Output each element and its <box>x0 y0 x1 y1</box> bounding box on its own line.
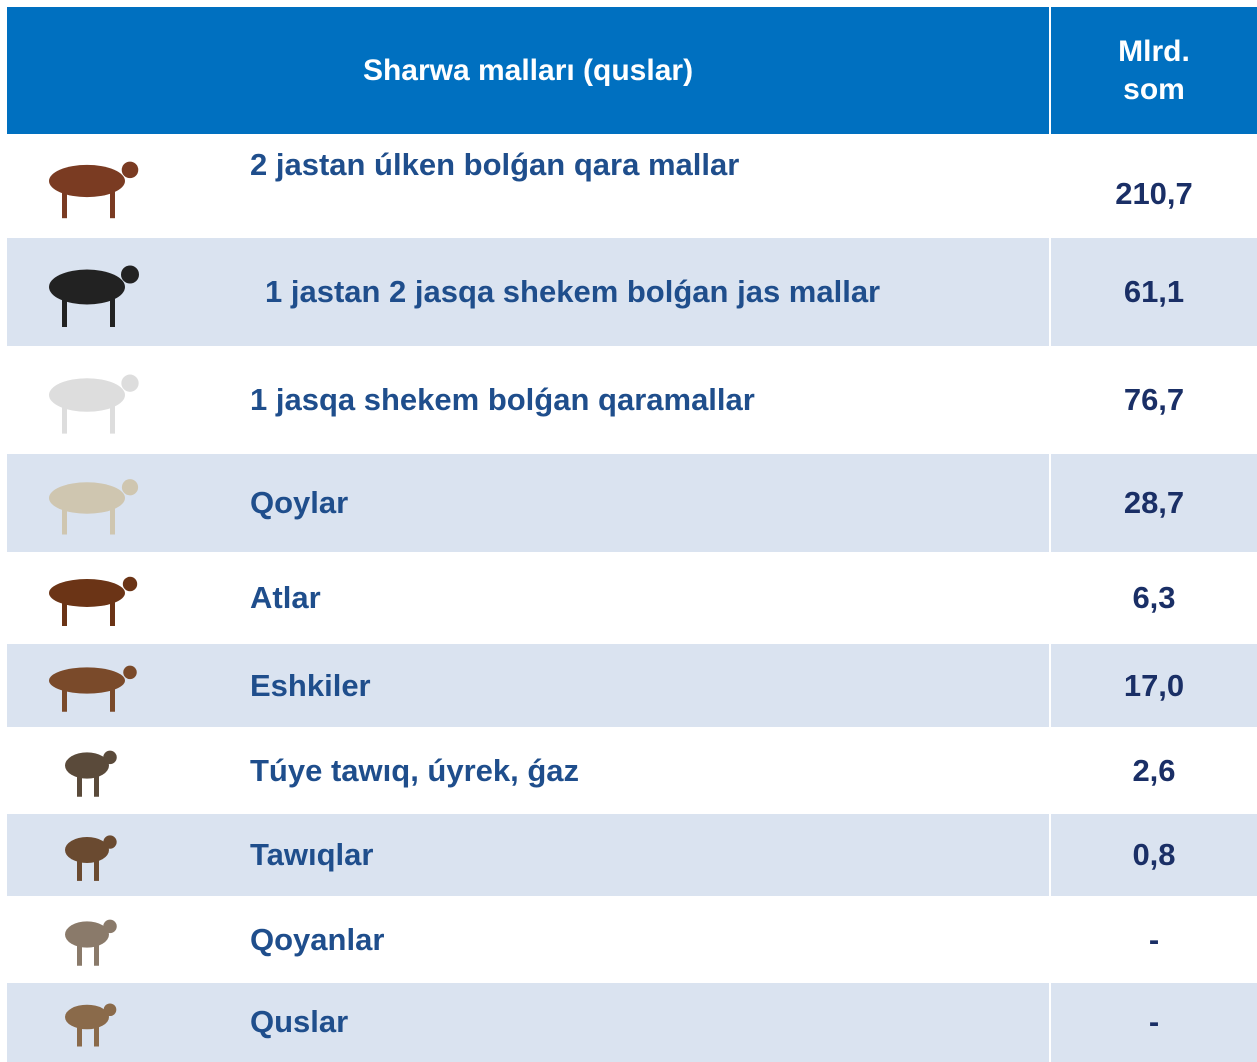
row-value: 76,7 <box>1123 382 1185 417</box>
header-cell: Sharwa malları (quslar) <box>7 7 1049 135</box>
row <box>7 135 1257 237</box>
animal-icon <box>49 374 139 434</box>
row-label: Atlar <box>250 580 321 615</box>
row-border <box>7 346 1257 348</box>
row-value: 6,3 <box>1132 580 1176 615</box>
row-value: 28,7 <box>1123 485 1185 520</box>
row-label: 1 jastan 2 jasqa shekem bolǵan jas malla… <box>265 274 881 309</box>
row-value: 210,7 <box>1115 176 1193 211</box>
row <box>7 813 1257 897</box>
row-label: 1 jasqa shekem bolǵan qaramallar <box>250 382 755 417</box>
row <box>7 347 1257 453</box>
row-label: 2 jastan úlken bolǵan qara mallar <box>250 147 740 182</box>
row-border <box>7 236 1257 238</box>
animal-icon <box>49 665 137 712</box>
column-border <box>1049 7 1051 1062</box>
row-border <box>7 642 1257 644</box>
row-border <box>7 727 1257 729</box>
row-border <box>7 981 1257 983</box>
row-border <box>7 134 1257 136</box>
row <box>7 643 1257 728</box>
row-label: Tawıqlar <box>250 837 374 872</box>
row-label: Túye tawıq, úyrek, ǵaz <box>250 752 580 788</box>
row-value: 2,6 <box>1132 752 1176 788</box>
row-value: 17,0 <box>1123 667 1185 703</box>
row-label: Quslar <box>250 1004 349 1039</box>
row-value: - <box>1148 1004 1160 1039</box>
row <box>7 897 1257 982</box>
animal-icon <box>65 835 117 881</box>
row-border <box>7 552 1257 554</box>
row-label: Qoylar <box>250 485 349 520</box>
animal-icon <box>49 576 138 626</box>
row-border <box>7 812 1257 814</box>
row-value: - <box>1148 921 1160 957</box>
row-border <box>7 452 1257 454</box>
row <box>7 982 1257 1062</box>
animal-icon <box>65 750 117 797</box>
header-cell: Mlrd. som <box>1051 7 1257 135</box>
animal-icon <box>65 919 117 966</box>
table: Sharwa malları (quslar) Mlrd. som 2 jast… <box>7 7 1257 1062</box>
row-value: 61,1 <box>1123 274 1185 309</box>
row <box>7 728 1257 813</box>
row-label: Eshkiler <box>250 667 371 703</box>
row-value: 0,8 <box>1132 837 1176 872</box>
row-border <box>7 896 1257 898</box>
animal-icon <box>49 161 139 219</box>
animal-icon <box>49 479 139 535</box>
animal-icon <box>49 265 139 327</box>
row-label: Qoyanlar <box>250 921 385 957</box>
row <box>7 453 1257 553</box>
animal-icon <box>65 1003 117 1047</box>
row <box>7 237 1257 347</box>
row <box>7 553 1257 643</box>
